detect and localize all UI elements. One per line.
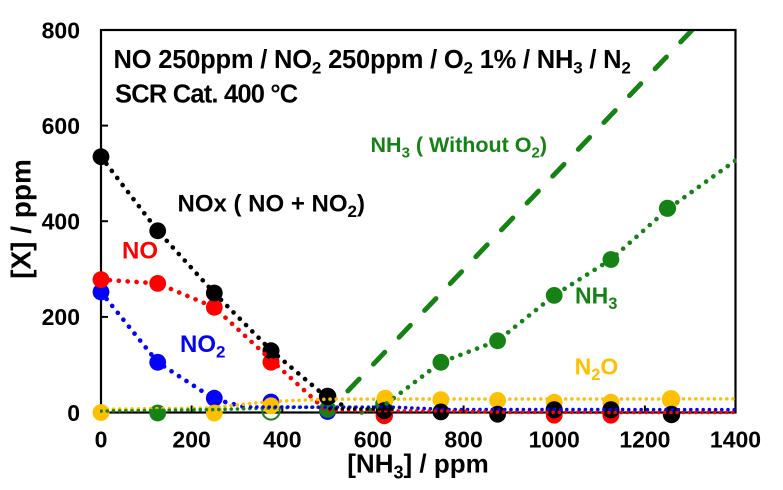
svg-text:NO 250ppm / NO2 250ppm / O2 1%: NO 250ppm / NO2 250ppm / O2 1% / NH3 / N… [114,46,631,78]
svg-text:N2O: N2O [575,354,619,385]
svg-text:SCR Cat. 400 °C: SCR Cat. 400 °C [115,80,298,108]
svg-text:NH3: NH3 [575,283,617,314]
svg-text:1200: 1200 [619,427,670,453]
svg-text:800: 800 [42,17,80,43]
svg-text:[NH3] / ppm: [NH3] / ppm [347,449,488,483]
svg-text:800: 800 [444,427,482,453]
svg-text:0: 0 [67,400,80,426]
svg-text:[X] / ppm: [X] / ppm [6,159,37,279]
svg-text:200: 200 [42,304,80,330]
svg-text:400: 400 [263,427,301,453]
svg-text:NO2: NO2 [180,331,225,362]
svg-text:200: 200 [172,427,210,453]
svg-text:1000: 1000 [529,427,580,453]
svg-text:1400: 1400 [710,427,761,453]
svg-text:600: 600 [42,113,80,139]
svg-text:600: 600 [354,427,392,453]
svg-text:400: 400 [42,209,80,235]
svg-text:NH3 ( Without O2): NH3 ( Without O2) [371,133,548,162]
svg-text:NOx ( NO + NO2): NOx ( NO + NO2) [178,191,366,222]
svg-text:0: 0 [95,427,108,453]
svg-text:NO: NO [122,238,158,265]
